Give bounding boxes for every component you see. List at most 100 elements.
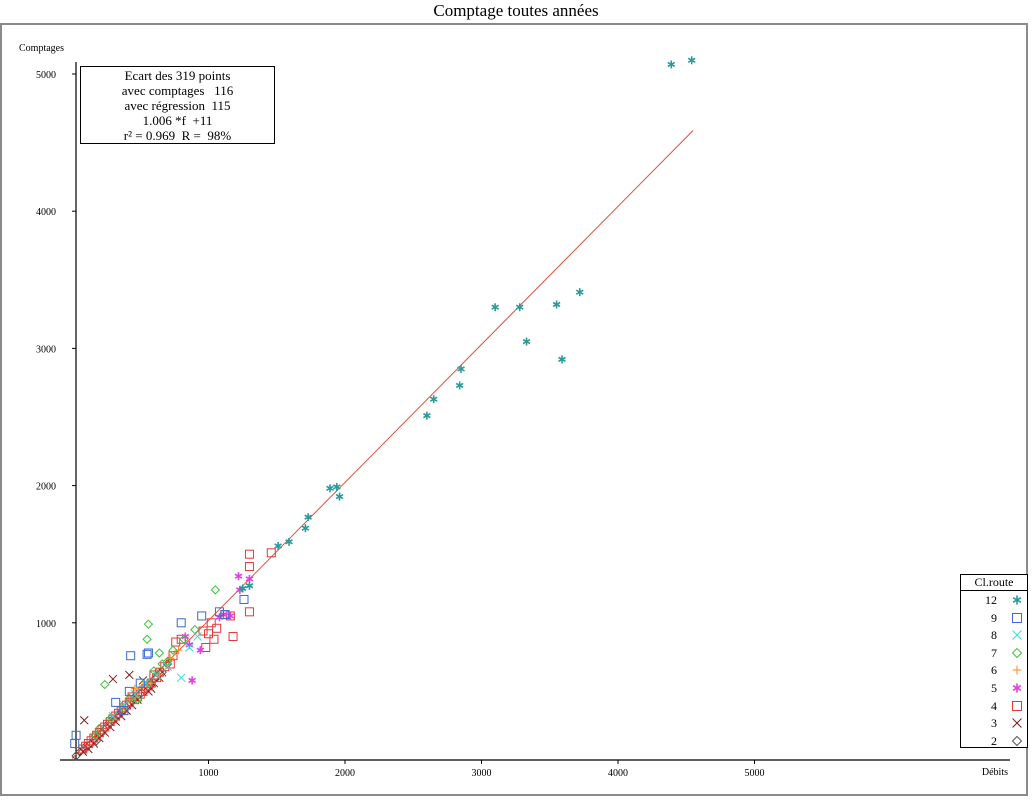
marker-asterisk-stroke bbox=[188, 677, 196, 684]
data-point-class-9 bbox=[176, 618, 186, 628]
marker-asterisk-stroke bbox=[522, 338, 531, 345]
marker-asterisk-stroke bbox=[185, 642, 194, 648]
data-point-class-12 bbox=[245, 581, 254, 590]
legend-label: 8 bbox=[991, 628, 997, 643]
data-point-class-4 bbox=[152, 673, 162, 683]
marker-x-stroke bbox=[152, 670, 161, 680]
x-axis-label: Débits bbox=[982, 767, 1008, 778]
marker-square bbox=[108, 714, 118, 724]
marker-asterisk-stroke bbox=[558, 356, 566, 363]
marker-asterisk-stroke bbox=[285, 539, 293, 545]
marker-x-stroke bbox=[163, 662, 172, 672]
data-point-class-4 bbox=[78, 744, 88, 754]
data-point-class-8 bbox=[130, 689, 140, 699]
data-point-class-9 bbox=[70, 739, 80, 749]
marker-asterisk-stroke bbox=[687, 57, 696, 63]
data-point-class-12 bbox=[429, 395, 438, 404]
legend-marker-icon bbox=[1012, 665, 1022, 675]
x-tick-label: 3000 bbox=[472, 768, 492, 779]
data-point-class-9 bbox=[143, 648, 153, 658]
data-point-class-7 bbox=[162, 656, 173, 666]
marker-square bbox=[266, 548, 276, 558]
marker-square bbox=[86, 736, 96, 746]
x-tick-label: 5000 bbox=[745, 768, 765, 779]
data-point-class-7 bbox=[143, 619, 154, 629]
legend-marker bbox=[1012, 718, 1022, 729]
x-tick-label: 1000 bbox=[199, 768, 219, 779]
marker-diamond bbox=[90, 730, 100, 741]
marker-square bbox=[89, 733, 99, 743]
marker-diamond bbox=[143, 678, 154, 688]
data-point-class-8 bbox=[108, 711, 118, 721]
y-tick-label: 3000 bbox=[36, 344, 56, 355]
data-point-class-12 bbox=[335, 492, 344, 501]
marker-square bbox=[244, 549, 254, 559]
marker-square bbox=[228, 632, 238, 642]
marker-square bbox=[220, 610, 230, 620]
data-point-class-5 bbox=[196, 646, 205, 655]
data-point-class-4 bbox=[209, 634, 219, 644]
data-point-class-8 bbox=[163, 662, 172, 672]
legend-label: 6 bbox=[991, 663, 997, 678]
data-point-class-9 bbox=[135, 678, 145, 688]
data-point-class-12 bbox=[423, 411, 431, 420]
stats-line-regression: avec régression 115 bbox=[124, 98, 231, 113]
data-point-class-9 bbox=[119, 706, 129, 716]
marker-square bbox=[124, 686, 134, 696]
legend-marker bbox=[1012, 700, 1022, 711]
data-point-class-6 bbox=[166, 654, 175, 663]
data-point-class-12 bbox=[332, 482, 341, 491]
marker-square bbox=[204, 629, 213, 639]
data-point-class-7 bbox=[132, 694, 143, 705]
marker-x-stroke bbox=[79, 715, 89, 725]
marker-asterisk-stroke bbox=[226, 613, 235, 619]
data-point-class-3 bbox=[84, 744, 93, 754]
data-point-class-3 bbox=[79, 715, 89, 725]
marker-square bbox=[239, 594, 249, 604]
legend-item-4: 4 bbox=[961, 698, 1027, 716]
data-point-class-12 bbox=[522, 337, 531, 346]
marker-square bbox=[78, 744, 88, 754]
legend-marker-icon bbox=[1011, 647, 1023, 659]
data-point-class-12 bbox=[304, 513, 313, 522]
data-point-class-12 bbox=[457, 364, 465, 373]
data-point-class-12 bbox=[515, 303, 524, 312]
data-point-class-4 bbox=[212, 623, 222, 633]
marker-asterisk-stroke bbox=[575, 289, 584, 295]
data-point-class-12 bbox=[667, 60, 676, 69]
regression-line bbox=[71, 130, 694, 759]
marker-asterisk-stroke bbox=[1012, 685, 1022, 691]
legend-item-8: 8 bbox=[961, 627, 1027, 645]
legend-marker bbox=[1011, 647, 1023, 659]
data-point-class-4 bbox=[244, 562, 254, 572]
data-point-class-12 bbox=[491, 303, 500, 312]
marker-square bbox=[197, 611, 207, 621]
data-point-class-4 bbox=[244, 607, 254, 617]
legend-marker-icon bbox=[1012, 630, 1022, 641]
data-point-class-4 bbox=[206, 618, 216, 628]
data-point-class-8 bbox=[185, 643, 194, 652]
marker-square bbox=[212, 623, 222, 633]
data-point-class-4 bbox=[97, 725, 107, 735]
data-point-class-8 bbox=[176, 673, 186, 683]
marker-square bbox=[71, 730, 81, 740]
data-point-class-4 bbox=[133, 692, 143, 702]
y-axis-label: Comptages bbox=[19, 43, 64, 54]
marker-asterisk-stroke bbox=[274, 543, 282, 549]
data-point-class-4 bbox=[108, 714, 118, 724]
legend-marker bbox=[1012, 630, 1022, 641]
marker-square bbox=[135, 678, 145, 688]
legend-label: 9 bbox=[991, 610, 997, 625]
stats-line-equation: 1.006 *f +11 bbox=[142, 113, 213, 128]
legend-item-12: 12 bbox=[961, 592, 1027, 610]
data-point-class-7 bbox=[154, 648, 165, 658]
marker-asterisk-stroke bbox=[455, 382, 464, 389]
data-point-class-5 bbox=[226, 611, 235, 620]
data-point-class-9 bbox=[111, 697, 121, 707]
marker-x-stroke bbox=[119, 700, 129, 710]
marker-x-stroke bbox=[176, 673, 186, 683]
marker-x-stroke bbox=[193, 632, 202, 641]
marker-x-stroke bbox=[84, 744, 93, 754]
x-tick-label: 2000 bbox=[335, 768, 355, 779]
marker-diamond bbox=[154, 648, 165, 658]
